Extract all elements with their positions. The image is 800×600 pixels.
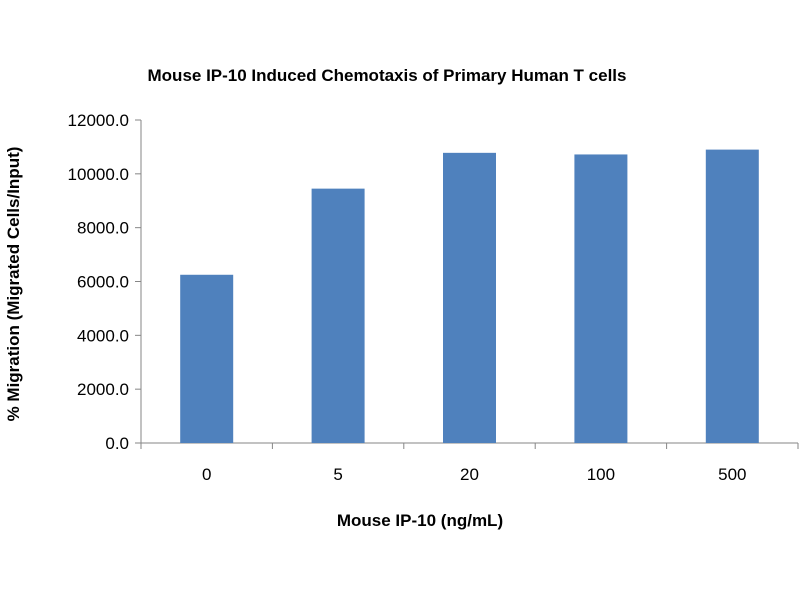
- y-tick-label: 6000.0: [77, 273, 129, 292]
- x-tick-label: 20: [460, 465, 479, 484]
- y-tick-label: 0.0: [105, 434, 129, 453]
- y-axis-title: % Migration (Migrated Cells/Input): [4, 147, 23, 422]
- bar-20: [443, 152, 496, 444]
- bar-0: [180, 274, 234, 443]
- y-tick-label: 2000.0: [77, 380, 129, 399]
- x-tick-label: 0: [202, 465, 211, 484]
- bar-100: [574, 154, 628, 443]
- y-tick-label: 12000.0: [68, 111, 129, 130]
- x-tick-label: 100: [587, 465, 615, 484]
- x-tick-label: 500: [718, 465, 746, 484]
- y-tick-label: 8000.0: [77, 219, 129, 238]
- y-tick-label: 4000.0: [77, 326, 129, 345]
- y-tick-label: 10000.0: [68, 165, 129, 184]
- bar-500: [705, 149, 759, 443]
- axes: [135, 119, 799, 449]
- chart-title: Mouse IP-10 Induced Chemotaxis of Primar…: [148, 66, 627, 85]
- tick-labels: 0.0 2000.0 4000.0 6000.0 8000.0 10000.0 12000.…: [68, 111, 747, 484]
- bar-5: [311, 188, 365, 443]
- x-axis-title: Mouse IP-10 (ng/mL): [337, 511, 503, 530]
- x-tick-label: 5: [333, 465, 342, 484]
- bars: [180, 149, 759, 444]
